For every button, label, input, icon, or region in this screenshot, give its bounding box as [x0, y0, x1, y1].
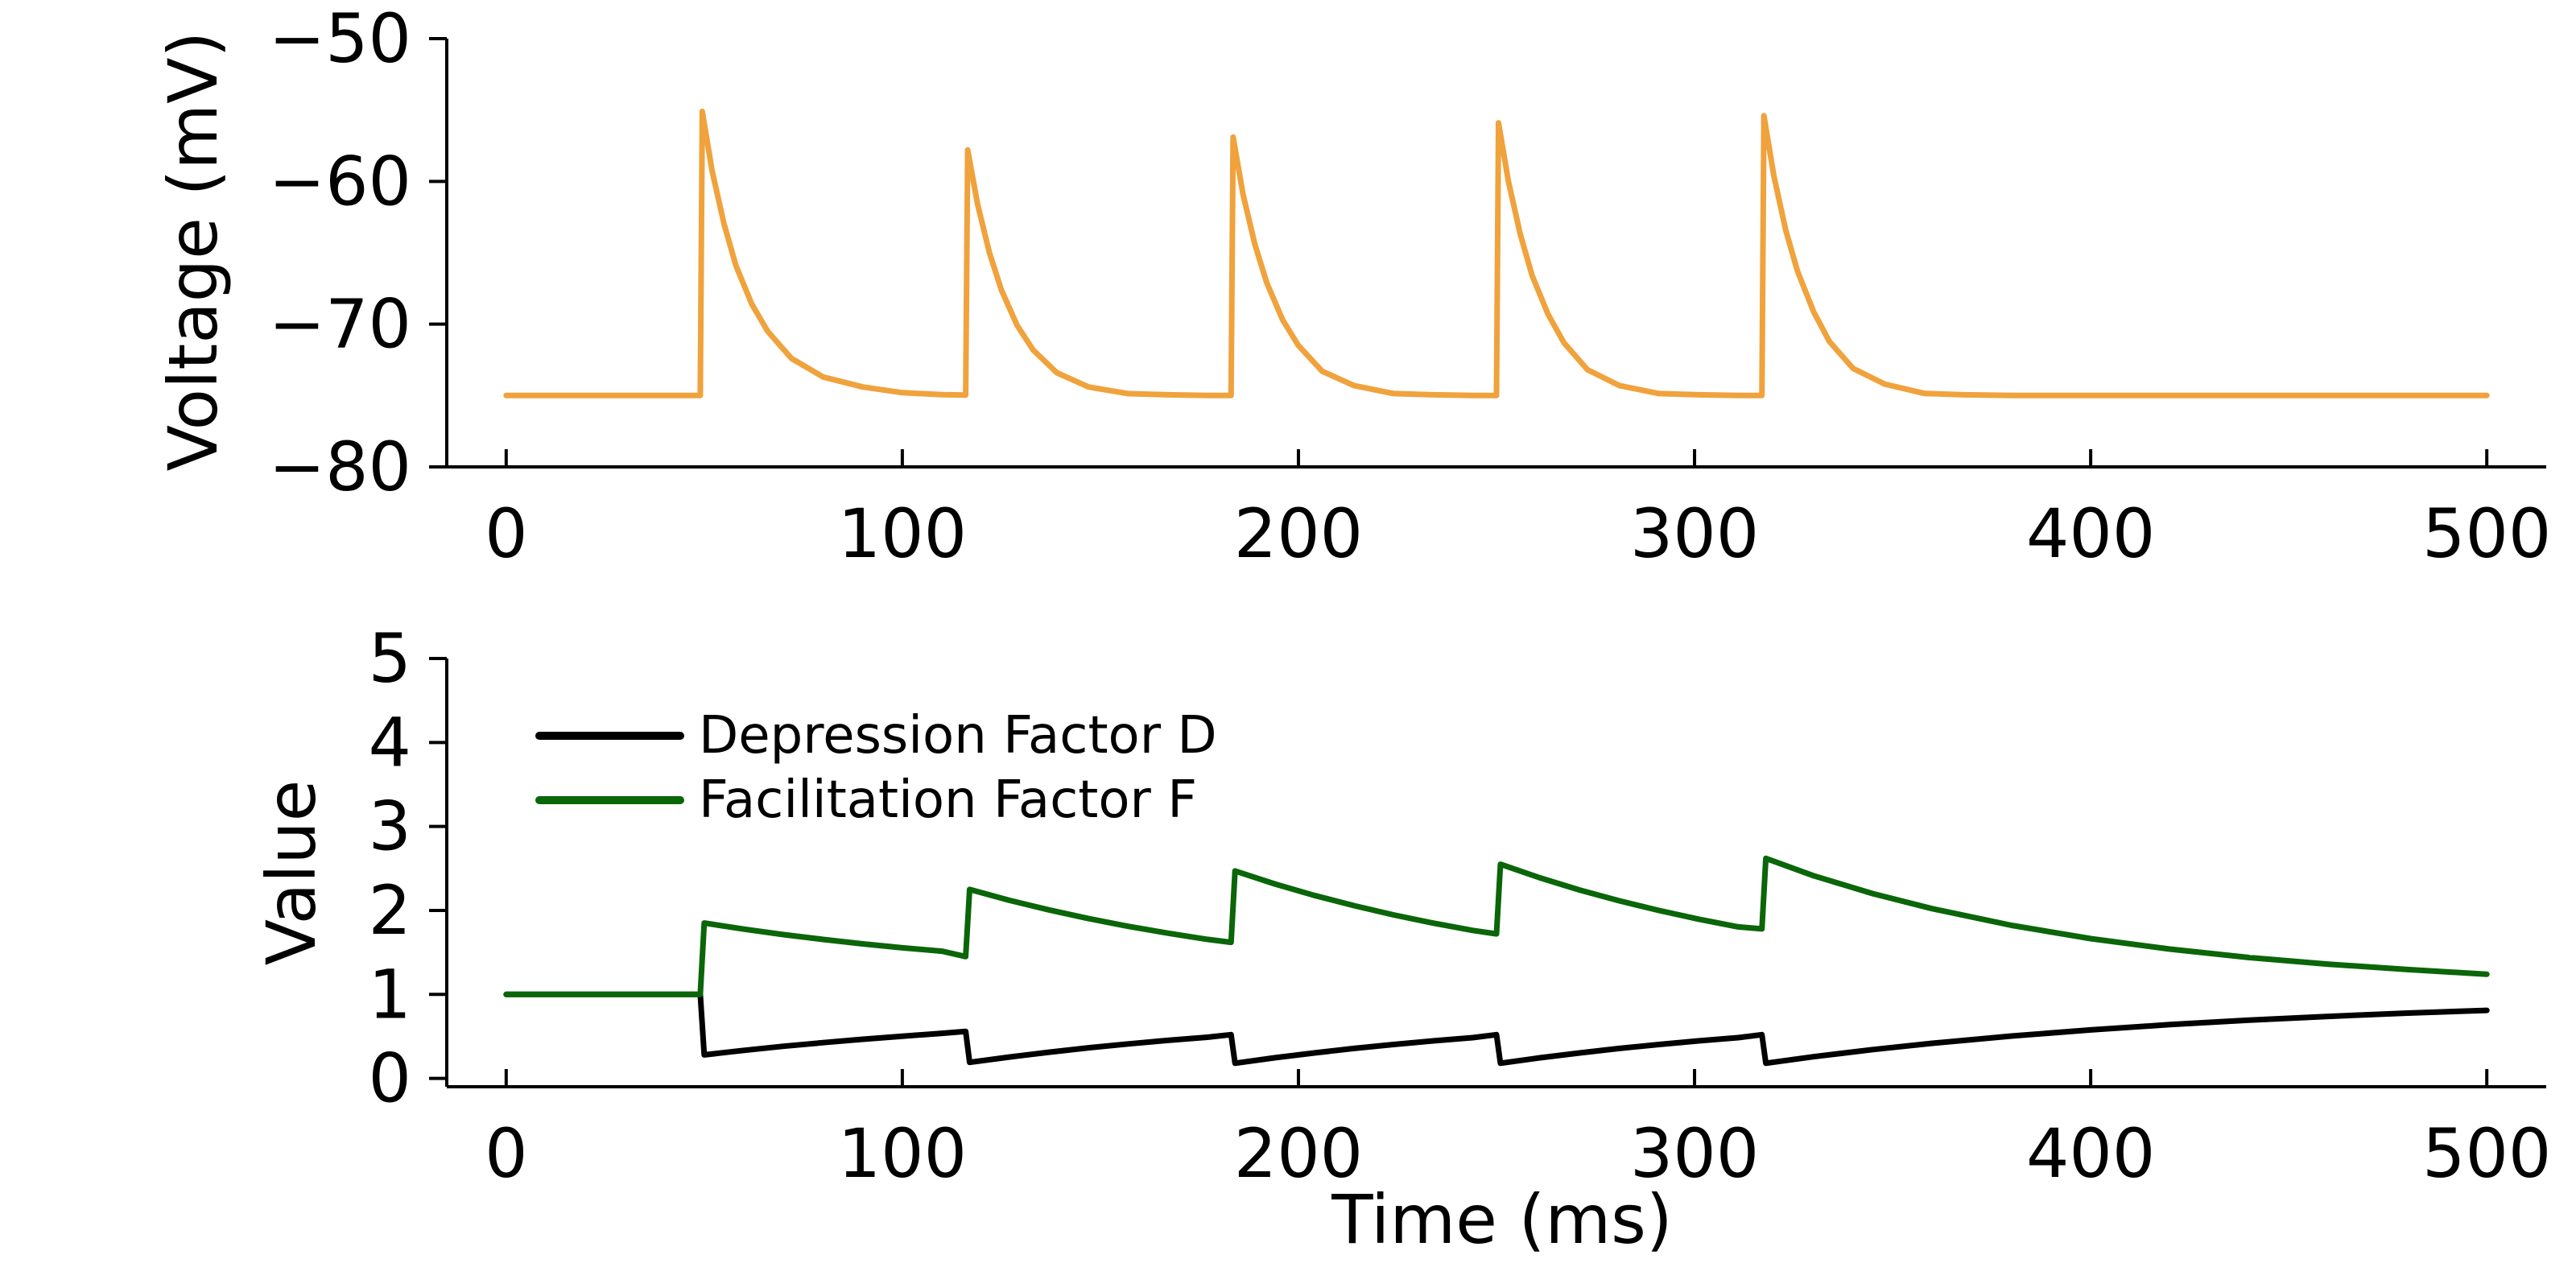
- facilitation-line: [503, 855, 2490, 997]
- factors-x-ticks: 0 100 200 300 400 500: [485, 1069, 2551, 1193]
- factors-x-tick-label: 0: [485, 1114, 527, 1193]
- factors-x-tick-label: 400: [2026, 1114, 2155, 1193]
- voltage-x-tick-label: 100: [838, 494, 967, 573]
- legend-label-facilitation: Facilitation Factor F: [699, 770, 1197, 830]
- voltage-line: [503, 108, 2490, 398]
- factors-x-tick-label: 500: [2422, 1114, 2551, 1193]
- factors-y-tick-label: 5: [369, 619, 411, 698]
- voltage-x-tick-label: 400: [2026, 494, 2155, 573]
- voltage-y-tick-label: −80: [269, 427, 411, 506]
- depression-line: [503, 991, 2490, 1067]
- factors-x-tick-label: 300: [1630, 1114, 1759, 1193]
- voltage-y-tick-label: −50: [269, 0, 411, 78]
- voltage-series-layer: [503, 108, 2490, 398]
- legend-item-facilitation: Facilitation Factor F: [535, 770, 1197, 830]
- legend: Depression Factor D Facilitation Factor …: [535, 706, 1217, 830]
- voltage-y-ticks: −80 −70 −60 −50: [269, 0, 447, 506]
- voltage-y-tick-label: −60: [269, 142, 411, 221]
- factors-x-tick-label: 100: [838, 1114, 967, 1193]
- voltage-panel: −80 −70 −60 −50 0 100 200 300 400 500 Voltage (m…: [154, 0, 2551, 573]
- voltage-x-tick-label: 300: [1630, 494, 1759, 573]
- factors-y-tick-label: 4: [369, 703, 411, 782]
- factors-y-tick-label: 1: [369, 955, 411, 1034]
- voltage-y-tick-label: −70: [269, 285, 411, 364]
- factors-y-tick-label: 0: [369, 1039, 411, 1118]
- voltage-x-tick-label: 200: [1234, 494, 1363, 573]
- legend-label-depression: Depression Factor D: [699, 706, 1217, 766]
- legend-item-depression: Depression Factor D: [535, 706, 1217, 766]
- voltage-x-tick-label: 0: [485, 494, 527, 573]
- factors-x-tick-label: 200: [1234, 1114, 1363, 1193]
- voltage-x-ticks: 0 100 200 300 400 500: [485, 449, 2551, 573]
- factors-y-axis-title: Value: [252, 780, 331, 966]
- factors-series-layer: [503, 855, 2490, 1067]
- factors-x-axis-title: Time (ms): [1331, 1180, 1672, 1259]
- voltage-y-axis-title: Voltage (mV): [154, 31, 233, 472]
- voltage-x-tick-label: 500: [2422, 494, 2551, 573]
- factors-y-tick-label: 2: [369, 871, 411, 950]
- factors-y-tick-label: 3: [369, 787, 411, 866]
